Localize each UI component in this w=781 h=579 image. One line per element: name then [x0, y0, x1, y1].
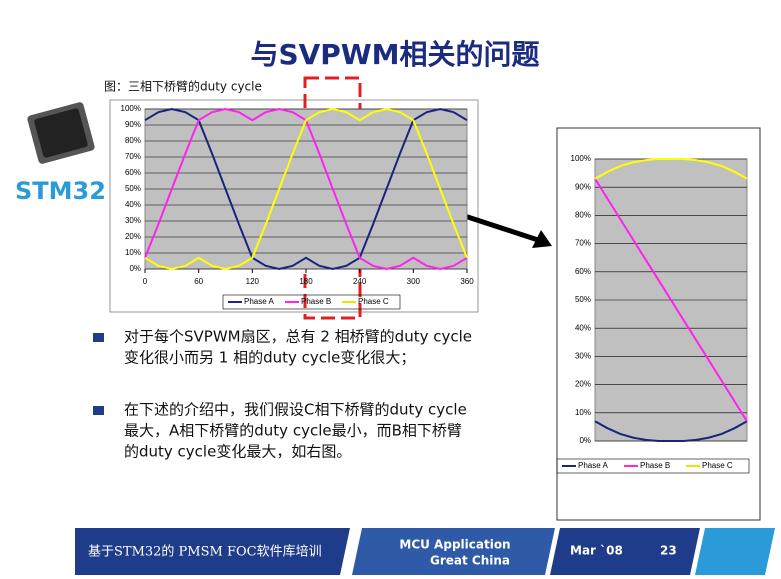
- legend-frame: [556, 458, 750, 474]
- legend-label: Phase C: [702, 461, 733, 470]
- y-tick-label: 50%: [125, 184, 141, 193]
- chip-logo: [27, 102, 95, 164]
- legend-label: Phase A: [578, 461, 608, 470]
- y-tick-label: 70%: [125, 152, 141, 161]
- y-tick-label: 30%: [575, 352, 591, 361]
- bullet-icon: [93, 406, 104, 415]
- footer-dept: Great China: [430, 554, 510, 568]
- bullet-text: 对于每个SVPWM扇区，总有 2 相桥臂的duty cycle: [124, 328, 472, 346]
- bullet-text: 在下述的介绍中，我们假设C相下桥臂的duty cycle: [124, 401, 467, 419]
- footer-dept: MCU Application: [399, 538, 510, 552]
- y-tick-label: 100%: [121, 104, 141, 113]
- arrow-head: [532, 230, 552, 248]
- y-tick-label: 40%: [125, 200, 141, 209]
- y-tick-label: 100%: [571, 154, 591, 163]
- figure-caption: 图：三相下桥臂的duty cycle: [104, 79, 262, 94]
- logo-text: STM32: [15, 177, 106, 205]
- bullet-text: 变化很小而另 1 相的duty cycle变化很大；: [124, 349, 415, 367]
- legend-label: Phase B: [301, 297, 331, 306]
- y-tick-label: 80%: [575, 211, 591, 220]
- y-tick-label: 10%: [575, 408, 591, 417]
- y-tick-label: 20%: [575, 380, 591, 389]
- y-tick-label: 60%: [125, 168, 141, 177]
- x-tick-label: 360: [460, 277, 474, 286]
- bullet-text: 的duty cycle变化最大，如右图。: [124, 443, 351, 461]
- y-tick-label: 40%: [575, 323, 591, 332]
- y-tick-label: 30%: [125, 216, 141, 225]
- x-tick-label: 120: [246, 277, 260, 286]
- x-tick-label: 0: [143, 277, 148, 286]
- y-tick-label: 10%: [125, 248, 141, 257]
- y-tick-label: 0%: [579, 436, 591, 445]
- slide-title: 与SVPWM相关的问题: [250, 38, 539, 71]
- bullet-icon: [93, 333, 104, 342]
- y-tick-label: 50%: [575, 295, 591, 304]
- y-tick-label: 0%: [129, 264, 141, 273]
- y-tick-label: 80%: [125, 136, 141, 145]
- series-line: [594, 420, 748, 442]
- footer-date: Mar `08: [570, 544, 623, 558]
- y-tick-label: 20%: [125, 232, 141, 241]
- legend-frame: [222, 294, 401, 310]
- y-tick-label: 90%: [125, 120, 141, 129]
- series-line: [594, 178, 748, 422]
- footer: 基于STM32的 PMSM FOC软件库培训 MCU Application G…: [75, 528, 775, 575]
- footer-course: 基于STM32的 PMSM FOC软件库培训: [88, 544, 322, 560]
- series-line: [144, 107, 468, 271]
- x-tick-label: 300: [407, 277, 421, 286]
- legend-label: Phase C: [358, 297, 389, 306]
- legend-label: Phase A: [244, 297, 274, 306]
- footer-page: 23: [660, 544, 677, 558]
- x-tick-label: 60: [194, 277, 203, 286]
- x-tick-label: 180: [299, 277, 313, 286]
- series-line: [594, 158, 748, 180]
- x-tick-label: 240: [353, 277, 367, 286]
- y-tick-label: 60%: [575, 267, 591, 276]
- y-tick-label: 70%: [575, 239, 591, 248]
- bullet-text: 最大，A相下桥臂的duty cycle最小，而B相下桥臂: [124, 422, 462, 440]
- legend-label: Phase B: [640, 461, 670, 470]
- y-tick-label: 90%: [575, 182, 591, 191]
